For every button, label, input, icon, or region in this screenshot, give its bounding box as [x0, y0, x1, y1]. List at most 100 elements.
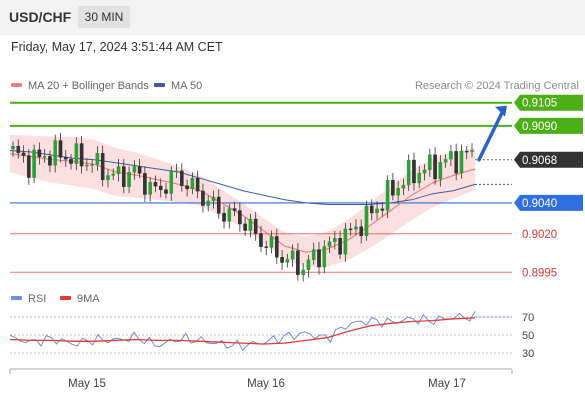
candle-body — [69, 158, 73, 164]
legend-ma50-label: MA 50 — [171, 80, 203, 92]
forecast-arrow-shaft — [477, 108, 505, 162]
legend-ma20-label: MA 20 + Bollinger Bands — [28, 80, 149, 92]
candle-body — [106, 175, 110, 181]
level-label-0.9068: 0.9068 — [522, 155, 557, 167]
candle-body — [385, 179, 390, 211]
candle-body — [417, 172, 422, 184]
candle-body — [375, 208, 379, 214]
moving-average-layer — [9, 150, 512, 253]
legend-rsi: RSI — [11, 293, 46, 305]
candle-body — [27, 155, 31, 178]
candle-body — [21, 152, 26, 156]
candle-body — [180, 170, 184, 186]
candle-body — [32, 149, 36, 178]
candle-body — [369, 205, 374, 214]
candle-body — [259, 233, 263, 247]
candle-body — [364, 205, 369, 237]
candle-body — [454, 151, 458, 174]
timeframe-button[interactable]: 30 MIN — [78, 6, 130, 28]
candle-body — [317, 249, 321, 268]
candle-body — [243, 223, 247, 231]
level-label-badge — [514, 151, 583, 168]
candle-body — [85, 164, 89, 167]
candle-body — [95, 153, 100, 165]
candle-body — [185, 185, 189, 190]
candle-body — [359, 226, 364, 237]
level-label-0.9040: 0.9040 — [522, 198, 557, 210]
candle-body — [348, 228, 353, 231]
candle-body — [132, 166, 137, 173]
legend-rsi-label: RSI — [28, 293, 47, 305]
forecast-arrow-head — [495, 105, 507, 117]
ma50-line — [9, 150, 476, 205]
candle-body — [412, 159, 416, 184]
candle-body — [274, 236, 279, 258]
candle-body — [285, 258, 290, 263]
legend-rsi-swatch — [11, 296, 22, 301]
candle-body — [354, 226, 358, 230]
candle-body — [63, 156, 68, 160]
candle-body — [111, 173, 116, 176]
candle-body — [232, 208, 237, 211]
candle-body — [449, 151, 453, 160]
candle-body — [443, 158, 448, 163]
candle-body — [195, 177, 200, 192]
rsi-tick-50: 50 — [522, 330, 534, 342]
candle-body — [238, 210, 242, 225]
candle-body — [296, 250, 300, 275]
candle-body — [42, 156, 47, 158]
candle-body — [280, 257, 284, 263]
x-tick-label-0: May 15 — [68, 378, 106, 390]
candle-body — [74, 143, 79, 164]
candle-body — [211, 196, 216, 202]
chart-header: USD/CHF 30 MIN — [0, 0, 585, 35]
legend-9ma: 9MA — [60, 293, 100, 305]
candle-body — [127, 172, 131, 187]
legend-ma50-swatch — [154, 83, 165, 88]
candle-body — [422, 169, 427, 174]
candle-body — [153, 182, 158, 187]
candle-body — [222, 213, 226, 222]
candle-body — [148, 182, 152, 195]
candle-body — [201, 190, 205, 206]
candle-body — [190, 177, 195, 190]
rsi-layer: 70 50 30 — [9, 310, 534, 360]
candle-body — [391, 179, 395, 196]
level-labels-layer: 0.9105 0.9090 0.9068 0.9040 0.9020 0.8995 — [477, 94, 583, 279]
legend-9ma-swatch — [60, 296, 71, 301]
candle-body — [100, 153, 105, 181]
candle-body — [174, 170, 179, 173]
candle-body — [343, 228, 348, 255]
candle-body — [48, 156, 52, 166]
level-label-badge — [514, 194, 583, 211]
rsi-tick-30: 30 — [522, 348, 534, 360]
candle-body — [137, 166, 142, 174]
level-label-0.8995: 0.8995 — [522, 267, 557, 279]
candle-body — [406, 159, 411, 186]
legend-ma50: MA 50 — [154, 80, 202, 92]
level-label-badge — [514, 117, 583, 134]
rsi-9ma-line — [9, 317, 476, 345]
candle-body — [216, 196, 221, 214]
candle-body — [227, 208, 232, 222]
level-label-0.9105: 0.9105 — [522, 98, 557, 110]
level-label-0.9020: 0.9020 — [522, 229, 557, 241]
candle-body — [333, 237, 337, 243]
candle-body — [290, 250, 295, 260]
legend-9ma-label: 9MA — [77, 293, 100, 305]
level-label-badge — [514, 94, 583, 111]
x-tick-label-2: May 17 — [428, 378, 466, 390]
candle-body — [338, 237, 342, 255]
legend-ma20: MA 20 + Bollinger Bands — [11, 80, 149, 92]
x-tick-label-1: May 16 — [247, 378, 285, 390]
levels-layer — [10, 101, 512, 273]
candle-body — [16, 146, 21, 154]
candle-body — [396, 188, 400, 196]
candle-body — [311, 249, 316, 260]
timestamp: Friday, May 17, 2024 3:51:44 AM CET — [11, 40, 223, 54]
candle-body — [264, 246, 269, 248]
candle-body — [253, 218, 258, 234]
candle-body — [427, 154, 432, 171]
candle-body — [433, 154, 437, 180]
